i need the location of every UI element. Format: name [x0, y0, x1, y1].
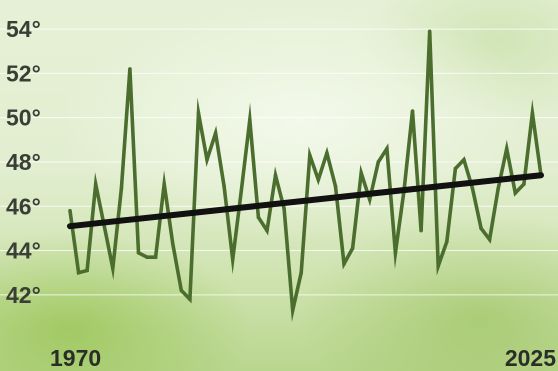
series-layer — [68, 29, 543, 323]
data-point — [367, 197, 372, 202]
data-point — [453, 166, 458, 171]
data-point — [230, 257, 235, 262]
data-point — [196, 111, 201, 116]
data-point — [170, 242, 175, 246]
data-point — [136, 250, 141, 255]
data-point — [470, 186, 475, 191]
data-point — [479, 226, 483, 231]
data-point — [205, 157, 209, 162]
data-point — [487, 237, 492, 242]
data-point — [162, 182, 166, 186]
data-point — [385, 146, 389, 151]
data-point — [145, 255, 149, 259]
data-point — [239, 188, 244, 193]
data-point — [436, 264, 441, 268]
y-tick-label: 44° — [6, 238, 41, 264]
data-point — [307, 153, 312, 158]
y-tick-label: 46° — [6, 193, 41, 219]
x-axis-ticks: 1970 2025 — [50, 345, 556, 371]
data-point — [427, 29, 432, 34]
data-point — [530, 111, 535, 116]
x-tick-label-end: 2025 — [505, 345, 556, 371]
trend-line — [67, 172, 544, 230]
data-point — [119, 186, 124, 191]
x-tick-label-start: 1970 — [50, 345, 101, 371]
gridlines — [0, 28, 558, 296]
y-tick-label: 48° — [6, 149, 41, 175]
y-axis-ticks: 42° 44° 46° 48° 50° 52° 54° — [6, 16, 41, 308]
data-point — [376, 160, 381, 164]
data-point — [316, 177, 321, 182]
data-point — [111, 266, 115, 271]
data-point — [419, 228, 423, 233]
data-point — [273, 173, 278, 178]
data-point — [222, 184, 226, 189]
data-point — [350, 246, 355, 251]
y-tick-label: 50° — [6, 105, 41, 131]
data-point — [128, 67, 132, 71]
data-point — [93, 182, 98, 186]
y-tick-label: 54° — [6, 16, 41, 42]
data-point — [496, 186, 500, 191]
data-point — [445, 239, 449, 244]
data-point — [342, 262, 346, 266]
y-tick-label: 52° — [6, 60, 41, 86]
data-point — [359, 171, 363, 175]
y-tick-label: 42° — [6, 282, 41, 308]
data-point — [299, 270, 304, 275]
data-point — [265, 228, 269, 233]
data-point — [282, 206, 286, 211]
data-point — [462, 157, 466, 162]
data-point — [504, 146, 509, 151]
data-point — [179, 288, 184, 293]
trend-layer — [67, 172, 544, 230]
data-point — [256, 215, 261, 220]
data-point — [522, 182, 526, 186]
data-point — [85, 268, 89, 273]
data-point — [153, 255, 158, 259]
data-point — [188, 297, 192, 302]
data-point — [513, 191, 518, 195]
data-point — [290, 308, 295, 313]
data-point — [325, 151, 329, 155]
data-point — [76, 270, 81, 275]
data-point — [248, 118, 252, 122]
data-point — [68, 208, 72, 213]
data-point — [333, 184, 338, 189]
data-point — [410, 109, 415, 113]
data-point — [213, 131, 218, 135]
data-point — [393, 250, 398, 255]
